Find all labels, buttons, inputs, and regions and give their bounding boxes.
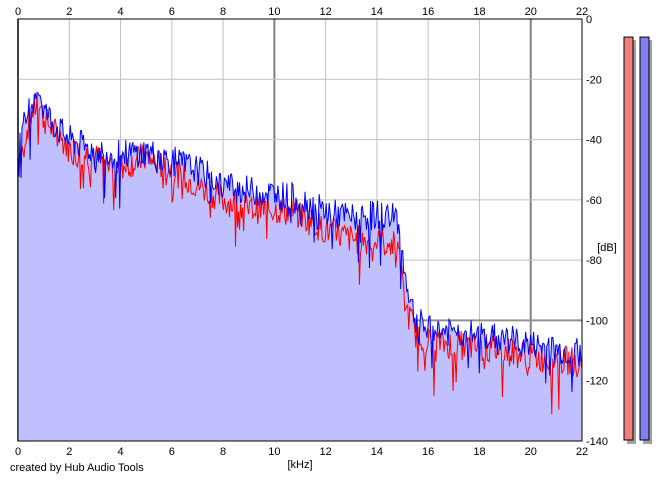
x-tick-bottom: 6 <box>169 446 175 458</box>
x-tick-top: 2 <box>66 6 72 18</box>
y-tick-label: -80 <box>586 255 602 267</box>
x-tick-bottom: 18 <box>473 446 485 458</box>
x-tick-bottom: 8 <box>220 446 226 458</box>
x-tick-top: 16 <box>422 6 434 18</box>
x-tick-top: 20 <box>525 6 537 18</box>
y-tick-label: -40 <box>586 135 602 147</box>
x-tick-top: 0 <box>15 6 21 18</box>
x-tick-bottom: 2 <box>66 446 72 458</box>
x-tick-top: 12 <box>320 6 332 18</box>
spectrum-fill <box>18 92 582 441</box>
x-tick-top: 18 <box>473 6 485 18</box>
level-meter-left <box>623 36 634 441</box>
x-tick-bottom: 22 <box>576 446 588 458</box>
x-tick-top: 22 <box>576 6 588 18</box>
x-axis-label: [kHz] <box>287 459 312 471</box>
y-tick-label: -60 <box>586 195 602 207</box>
x-tick-top: 6 <box>169 6 175 18</box>
x-tick-bottom: 12 <box>320 446 332 458</box>
x-tick-bottom: 14 <box>371 446 383 458</box>
y-axis-label: [dB] <box>597 242 617 254</box>
x-tick-bottom: 4 <box>117 446 123 458</box>
x-tick-bottom: 20 <box>525 446 537 458</box>
credit-text: created by Hub Audio Tools <box>10 462 144 474</box>
level-meter-right <box>639 36 650 441</box>
x-tick-bottom: 10 <box>268 446 280 458</box>
x-tick-top: 14 <box>371 6 383 18</box>
y-tick-label: 0 <box>586 14 592 26</box>
series-line-right <box>17 91 583 392</box>
y-tick-label: -20 <box>586 74 602 86</box>
y-tick-label: -120 <box>586 376 608 388</box>
plot-frame <box>17 18 583 442</box>
x-tick-bottom: 16 <box>422 446 434 458</box>
series-lines <box>17 91 583 415</box>
x-tick-top: 4 <box>117 6 123 18</box>
y-tick-label: -100 <box>586 315 608 327</box>
level-meters <box>623 36 652 444</box>
y-tick-labels: 0 -20 -40 -60 -80 -100 -120 -140 <box>586 14 608 448</box>
x-tick-top: 8 <box>220 6 226 18</box>
y-tick-label: -140 <box>586 436 608 448</box>
x-tick-top: 10 <box>268 6 280 18</box>
x-tick-bottom: 0 <box>15 446 21 458</box>
